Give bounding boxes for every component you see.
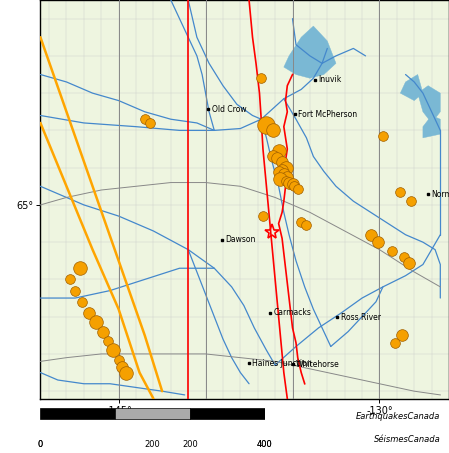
Polygon shape [401, 74, 423, 101]
Text: Ross River: Ross River [341, 313, 381, 322]
Text: 200: 200 [183, 440, 198, 449]
Text: 200: 200 [145, 440, 161, 449]
Text: 0: 0 [38, 440, 43, 449]
Text: Fort McPherson: Fort McPherson [298, 110, 357, 119]
Text: Haines Junction: Haines Junction [252, 359, 312, 368]
Bar [40, 408, 115, 419]
Polygon shape [418, 86, 440, 123]
Text: Dawson: Dawson [225, 236, 255, 245]
Text: EarthquakesCanada: EarthquakesCanada [356, 412, 440, 421]
Text: Old Crow: Old Crow [212, 105, 247, 114]
Text: Inuvik: Inuvik [318, 75, 342, 84]
Text: Carmacks: Carmacks [273, 308, 311, 318]
Bar [190, 408, 265, 419]
Bar [115, 408, 190, 419]
Polygon shape [423, 116, 440, 138]
Text: 400: 400 [257, 440, 273, 449]
Polygon shape [284, 26, 336, 78]
Text: Whitehorse: Whitehorse [296, 360, 340, 369]
Text: 400: 400 [257, 440, 273, 449]
Text: Norman: Norman [431, 190, 449, 199]
Text: 0: 0 [38, 440, 43, 449]
Text: SéismesCanada: SéismesCanada [374, 435, 440, 444]
